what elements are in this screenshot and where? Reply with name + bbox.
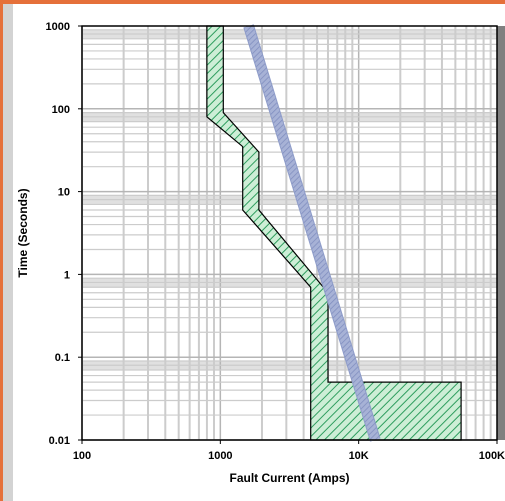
x-axis-title: Fault Current (Amps) bbox=[230, 471, 350, 485]
frame-left-border bbox=[0, 0, 3, 501]
y-tick-label: 1 bbox=[64, 269, 70, 281]
y-tick-label: 0.1 bbox=[55, 352, 70, 364]
plot-area-border bbox=[81, 25, 498, 441]
x-tick-label: 10K bbox=[349, 450, 369, 462]
x-tick-label: 100K bbox=[479, 450, 505, 462]
y-axis-title: Time (Seconds) bbox=[16, 188, 30, 277]
right-edge-bar bbox=[497, 26, 505, 440]
left-side-panel bbox=[3, 4, 13, 501]
y-tick-label: 10 bbox=[58, 187, 70, 199]
fuse-band-0 bbox=[206, 25, 462, 441]
y-tick-label: 0.01 bbox=[49, 435, 70, 447]
series-layer bbox=[206, 24, 462, 442]
grid-layer bbox=[81, 26, 497, 441]
curve-band-1 bbox=[244, 24, 380, 442]
x-tick-label: 100 bbox=[73, 450, 91, 462]
x-tick-label: 1000 bbox=[208, 450, 232, 462]
y-tick-label: 1000 bbox=[46, 21, 70, 33]
y-tick-label: 100 bbox=[52, 104, 70, 116]
frame-top-border bbox=[0, 0, 505, 4]
